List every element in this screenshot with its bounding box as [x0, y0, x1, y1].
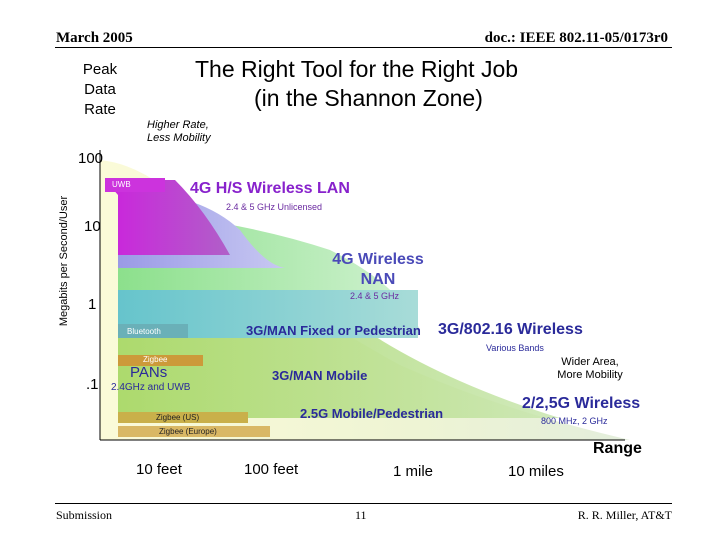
x-tick-1-mile: 1 mile [393, 463, 434, 480]
header-doc-id: doc.: IEEE 802.11-05/0173r0 [484, 30, 668, 46]
zigbee-bar [118, 355, 203, 366]
higher-rate-line-1: Higher Rate, [147, 119, 209, 131]
x-tick-10-miles: 10 miles [508, 463, 564, 480]
wireless-2g-band-label: 800 MHz, 2 GHz [541, 416, 608, 426]
footer-author: R. R. Miller, AT&T [577, 508, 672, 522]
hs-lan-label: 4G H/S Wireless LAN [190, 180, 350, 197]
y-tick-1: 1 [88, 296, 97, 313]
uwb-box [105, 178, 165, 192]
wider-area-line-2: More Mobility [557, 369, 623, 381]
x-tick-100-feet: 100 feet [244, 461, 299, 478]
wireless-2g-label: 2/2,5G Wireless [522, 395, 641, 412]
nan-label-line-1: 4G Wireless [332, 251, 424, 268]
bluetooth-label: Bluetooth [127, 327, 161, 336]
x-tick-10-feet: 10 feet [136, 461, 182, 478]
heading-line-data: Data [84, 81, 116, 98]
wider-area-annotation: Wider Area, More Mobility [540, 356, 640, 382]
uwb-region [105, 180, 230, 255]
footer-page-number: 11 [355, 508, 367, 522]
pans-band-label: 2.4GHz and UWB [111, 382, 191, 393]
pans-label: PANs [130, 364, 168, 381]
wider-area-line-1: Wider Area, [561, 356, 619, 368]
y-axis-label: Megabits per Second/User [58, 195, 70, 327]
peak-data-rate-heading: Peak Data Rate [70, 60, 130, 120]
various-bands-label: Various Bands [486, 343, 544, 353]
pedestrian-25g-label: 2.5G Mobile/Pedestrian [300, 406, 444, 421]
wireless-802-16-label: 3G/802.16 Wireless [438, 321, 583, 338]
hs-lan-band-label: 2.4 & 5 GHz Unlicensed [226, 202, 323, 212]
y-tick-0-1: .1 [86, 376, 99, 393]
bluetooth-bar [118, 324, 188, 338]
higher-rate-annotation: Higher Rate, Less Mobility [147, 119, 211, 145]
slide-title-line-1: The Right Tool for the Right Job [195, 56, 519, 82]
higher-rate-line-2: Less Mobility [147, 132, 211, 144]
zigbee-label: Zigbee [143, 355, 168, 364]
heading-line-rate: Rate [84, 101, 116, 118]
zigbee-europe-label: Zigbee (Europe) [159, 427, 217, 436]
nan-band-label: 2.4 & 5 GHz [350, 291, 400, 301]
zigbee-europe-bar [118, 426, 270, 437]
footer-rule [55, 503, 672, 504]
heading-line-peak: Peak [82, 61, 118, 78]
y-tick-10: 10 [84, 218, 101, 235]
x-axis-label: Range [593, 440, 642, 457]
zigbee-us-bar [118, 412, 248, 423]
header-date: March 2005 [56, 30, 133, 46]
man-mobile-label: 3G/MAN Mobile [272, 368, 368, 383]
zigbee-us-label: Zigbee (US) [156, 413, 200, 422]
nan-label-line-2: NAN [360, 271, 396, 288]
header-rule [55, 47, 672, 48]
nan-label: 4G Wireless NAN [318, 250, 438, 290]
uwb-label: UWB [112, 180, 131, 189]
slide-title-line-2: (in the Shannon Zone) [254, 85, 483, 111]
man-fixed-label: 3G/MAN Fixed or Pedestrian [246, 323, 421, 338]
footer-submission: Submission [56, 508, 113, 522]
y-tick-100: 100 [78, 150, 104, 167]
